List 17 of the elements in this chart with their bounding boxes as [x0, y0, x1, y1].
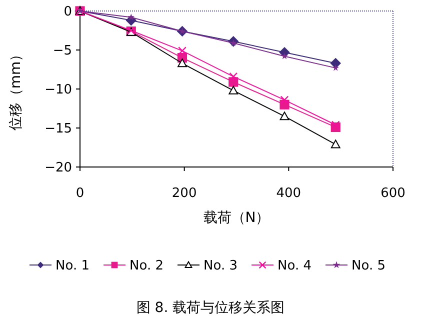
x-tick-label: 200: [172, 186, 197, 201]
x-tick-label: 600: [380, 186, 406, 201]
legend-label: No. 5: [352, 258, 386, 274]
x-axis-title: 载荷（N）: [203, 210, 270, 226]
y-tick-label: −10: [44, 82, 72, 98]
x-tick-label: 0: [76, 186, 84, 201]
y-tick-label: −15: [44, 122, 72, 137]
y-tick-label: −20: [44, 160, 72, 176]
y-tick-label: −5: [52, 44, 72, 59]
legend-label: No. 4: [278, 258, 312, 274]
legend-label: No. 2: [130, 258, 164, 274]
y-tick-label: 0: [64, 4, 72, 20]
x-tick-label: 400: [276, 186, 302, 201]
legend-label: No. 3: [204, 258, 238, 274]
legend-label: No. 1: [56, 258, 90, 274]
text: 图 8. 载荷与位移关系图: [136, 300, 285, 316]
y-axis-title: 位移（mm）: [8, 47, 24, 131]
